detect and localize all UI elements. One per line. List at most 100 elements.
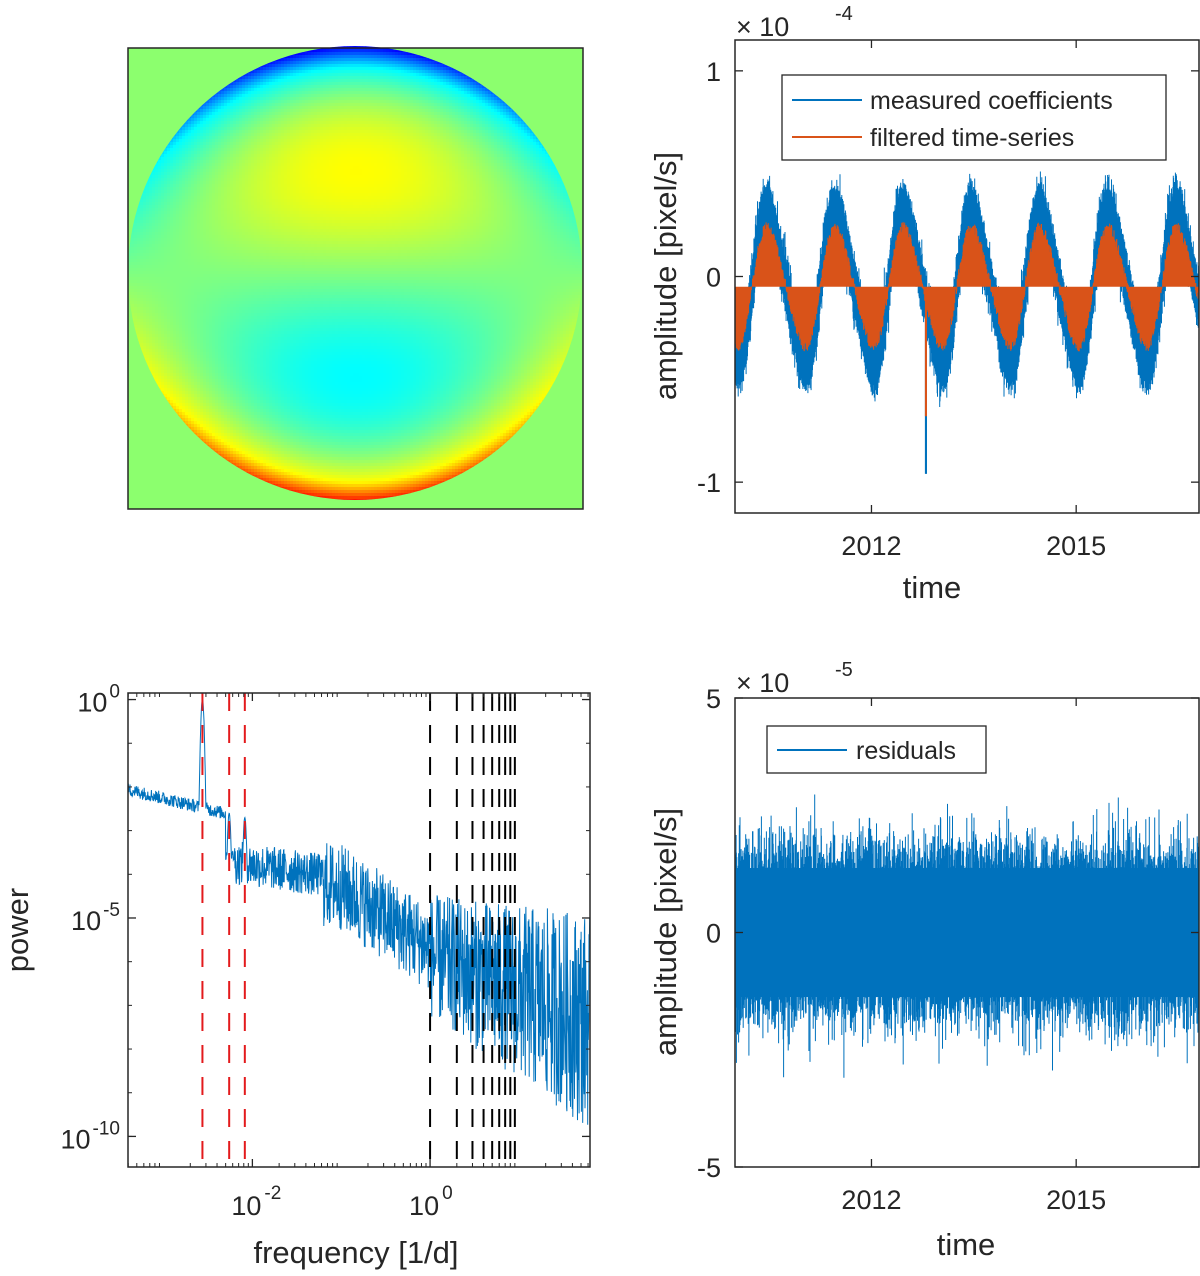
colormap-cell [257,163,261,167]
colormap-cell [428,58,432,62]
colormap-cell [437,172,441,176]
colormap-cell [173,136,177,140]
colormap-cell [317,160,321,164]
colormap-cell [296,112,300,116]
colormap-cell [260,94,264,98]
colormap-cell [308,61,312,65]
colormap-cell [353,49,357,53]
colormap-cell [476,109,480,113]
colormap-cell [287,145,291,149]
colormap-cell [455,160,459,164]
colormap-cell [503,139,507,143]
colormap-cell [233,169,237,173]
colormap-cell [302,124,306,128]
colormap-cell [428,118,432,122]
colormap-cell [464,130,468,134]
colormap-cell [245,181,249,185]
colormap-cell [290,61,294,65]
colormap-cell [515,130,519,134]
colormap-cell [353,181,357,185]
colormap-cell [230,127,234,131]
colormap-cell [335,148,339,152]
colormap-cell [449,148,453,152]
colormap-cell [224,109,228,113]
colormap-cell [332,181,336,185]
colormap-cell [323,112,327,116]
colormap-cell [476,145,480,149]
colormap-cell [230,106,234,110]
colormap-cell [296,142,300,146]
colormap-cell [392,79,396,83]
colormap-cell [380,172,384,176]
colormap-cell [302,97,306,101]
colormap-cell [494,112,498,116]
colormap-cell [455,121,459,125]
colormap-cell [248,112,252,116]
colormap-cell [485,118,489,122]
colormap-cell [365,127,369,131]
colormap-cell [380,178,384,182]
colormap-cell [422,70,426,74]
colormap-cell [398,157,402,161]
colormap-cell [218,163,222,167]
colormap-cell [419,151,423,155]
colormap-cell [188,136,192,140]
colormap-cell [428,157,432,161]
colormap-cell [449,70,453,74]
colormap-cell [299,58,303,62]
colormap-cell [506,139,510,143]
colormap-cell [482,181,486,185]
colormap-cell [470,133,474,137]
colormap-cell [398,85,402,89]
colormap-cell [440,157,444,161]
colormap-cell [209,178,213,182]
colormap-cell [485,124,489,128]
colormap-cell [413,151,417,155]
colormap-cell [494,109,498,113]
colormap-cell [392,106,396,110]
colormap-cell [206,142,210,146]
colormap-cell [455,91,459,95]
colormap-cell [269,136,273,140]
colormap-cell [329,124,333,128]
colormap-cell [197,172,201,176]
colormap-cell [365,85,369,89]
colormap-cell [380,154,384,158]
colormap-cell [395,115,399,119]
colormap-cell [392,94,396,98]
colormap-cell [389,58,393,62]
colormap-cell [323,55,327,59]
colormap-cell [299,85,303,89]
colormap-cell [374,124,378,128]
colormap-cell [356,64,360,68]
colormap-cell [299,133,303,137]
colormap-cell [266,151,270,155]
colormap-cell [341,181,345,185]
colormap-cell [368,139,372,143]
colormap-cell [236,130,240,134]
colormap-cell [272,166,276,170]
colormap-cell [299,103,303,107]
colormap-cell [482,142,486,146]
colormap-cell [209,97,213,101]
colormap-cell [527,157,531,161]
colormap-cell [407,145,411,149]
colormap-cell [347,157,351,161]
colormap-cell [371,67,375,71]
colormap-cell [332,88,336,92]
colormap-cell [344,181,348,185]
colormap-cell [245,172,249,176]
colormap-cell [497,136,501,140]
colormap-cell [398,121,402,125]
colormap-cell [215,178,219,182]
colormap-cell [257,121,261,125]
colormap-cell [284,157,288,161]
colormap-cell [344,103,348,107]
colormap-cell [458,169,462,173]
colormap-cell [326,106,330,110]
colormap-cell [338,145,342,149]
colormap-cell [539,154,543,158]
colormap-cell [254,154,258,158]
colormap-cell [389,166,393,170]
colormap-cell [476,124,480,128]
